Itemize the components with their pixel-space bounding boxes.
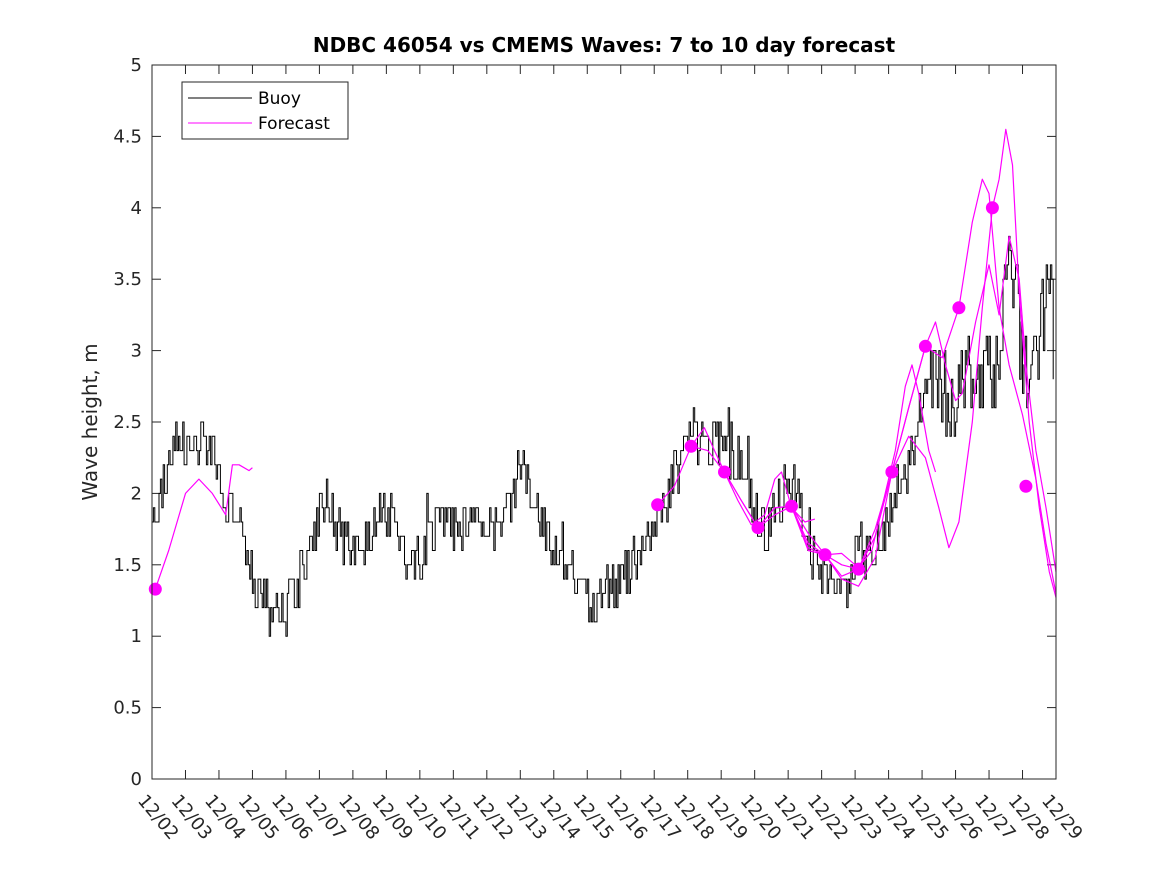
- y-tick-label: 3.5: [113, 269, 142, 290]
- chart-title: NDBC 46054 vs CMEMS Waves: 7 to 10 day f…: [313, 33, 896, 57]
- legend-forecast-label: Forecast: [258, 114, 330, 134]
- forecast-marker: [985, 201, 999, 215]
- forecast-marker: [751, 521, 765, 535]
- y-tick-label: 0.5: [113, 698, 142, 719]
- forecast-marker: [818, 548, 832, 562]
- y-tick-label: 4.5: [113, 126, 142, 147]
- forecast-marker: [918, 339, 932, 353]
- legend: Buoy Forecast: [181, 81, 349, 140]
- forecast-marker: [1019, 479, 1033, 493]
- y-tick-label: 4: [131, 198, 142, 219]
- y-tick-label: 5: [131, 55, 142, 76]
- legend-buoy-label: Buoy: [258, 89, 301, 109]
- forecast-marker: [852, 562, 865, 576]
- forecast-marker: [718, 465, 731, 479]
- y-tick-label: 2.5: [113, 412, 142, 433]
- y-tick-label: 0: [131, 769, 142, 790]
- forecast-line-5: [757, 178, 1057, 594]
- forecast-marker: [148, 582, 162, 596]
- plot-frame: [151, 64, 1057, 780]
- y-tick-label: 3: [131, 341, 142, 362]
- y-tick-label: 1: [131, 626, 142, 647]
- forecast-marker: [785, 499, 798, 513]
- forecast-markers: [148, 201, 1033, 596]
- y-tick-label: 1.5: [113, 555, 142, 576]
- forecast-marker: [885, 465, 899, 479]
- y-axis-label: Wave height, m: [78, 343, 102, 500]
- forecast-marker: [952, 301, 966, 315]
- y-tick-label: 2: [131, 483, 142, 504]
- forecast-marker: [684, 439, 698, 453]
- forecast-line-1: [154, 464, 253, 590]
- buoy-series: [152, 235, 1054, 637]
- legend-box: [181, 81, 349, 140]
- buoy-line: [152, 235, 1054, 637]
- forecast-marker: [651, 498, 665, 512]
